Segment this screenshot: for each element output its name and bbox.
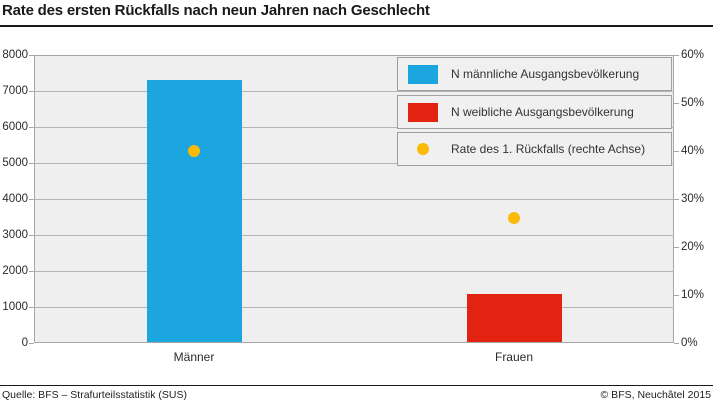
gridline [34, 163, 674, 164]
legend-item: N männliche Ausgangsbevölkerung [397, 57, 672, 91]
left-axis-tick-label: 4000 [2, 193, 28, 205]
square-marker-icon [408, 102, 438, 122]
square-marker-icon [408, 64, 438, 84]
right-axis-tick-label: 10% [681, 289, 705, 301]
circle-marker-icon [417, 143, 429, 155]
gridline [34, 199, 674, 200]
left-axis-tick-label: 0 [21, 337, 28, 349]
title-divider-rule [0, 25, 713, 27]
category-label-frauen: Frauen [494, 350, 534, 364]
right-axis-tick-label: 0% [681, 337, 698, 349]
right-axis-tick [674, 247, 679, 248]
gridline [34, 127, 674, 128]
gridline [34, 91, 674, 92]
right-axis-tick [674, 199, 679, 200]
gridline [34, 235, 674, 236]
legend-item-label: Rate des 1. Rückfalls (rechte Achse) [451, 142, 646, 156]
left-axis-tick-label: 5000 [2, 157, 28, 169]
left-axis-tick-label: 3000 [2, 229, 28, 241]
source-note: Quelle: BFS – Strafurteilsstatistik (SUS… [2, 389, 187, 401]
legend-item-label: N weibliche Ausgangsbevölkerung [451, 105, 634, 119]
legend-dot-marker [408, 143, 438, 155]
gridline [34, 307, 674, 308]
bar-männer [147, 80, 242, 342]
right-axis-tick [674, 343, 679, 344]
right-axis-tick-label: 40% [681, 145, 705, 157]
right-axis-tick-label: 60% [681, 49, 705, 61]
legend-item-label: N männliche Ausgangsbevölkerung [451, 67, 640, 81]
left-axis-tick [29, 127, 34, 128]
left-axis-tick-label: 2000 [2, 265, 28, 277]
left-axis-tick [29, 271, 34, 272]
left-axis-tick-label: 6000 [2, 121, 28, 133]
right-axis-tick-label: 30% [681, 193, 705, 205]
legend-swatch-marker [408, 64, 438, 84]
right-axis-tick [674, 151, 679, 152]
left-axis-tick [29, 199, 34, 200]
rate-dot-frauen [508, 212, 520, 224]
gridline [34, 271, 674, 272]
chart-title: Rate des ersten Rückfalls nach neun Jahr… [2, 2, 430, 19]
left-axis-tick [29, 91, 34, 92]
left-axis-tick [29, 235, 34, 236]
legend-item: N weibliche Ausgangsbevölkerung [397, 95, 672, 129]
right-axis-tick [674, 295, 679, 296]
copyright-note: © BFS, Neuchâtel 2015 [600, 389, 711, 401]
left-axis-tick [29, 307, 34, 308]
left-axis-tick-label: 8000 [2, 49, 28, 61]
right-axis-tick [674, 103, 679, 104]
legend-item: Rate des 1. Rückfalls (rechte Achse) [397, 132, 672, 166]
footer-divider-rule [0, 385, 713, 386]
right-axis-tick-label: 20% [681, 241, 705, 253]
legend-swatch-marker [408, 102, 438, 122]
rate-dot-männer [188, 145, 200, 157]
left-axis-tick [29, 343, 34, 344]
left-axis-tick [29, 163, 34, 164]
left-axis-tick-label: 7000 [2, 85, 28, 97]
left-axis-tick-label: 1000 [2, 301, 28, 313]
left-axis-tick [29, 55, 34, 56]
right-axis-tick [674, 55, 679, 56]
bar-frauen [467, 294, 562, 342]
right-axis-tick-label: 50% [681, 97, 705, 109]
category-label-männer: Männer [173, 350, 215, 364]
